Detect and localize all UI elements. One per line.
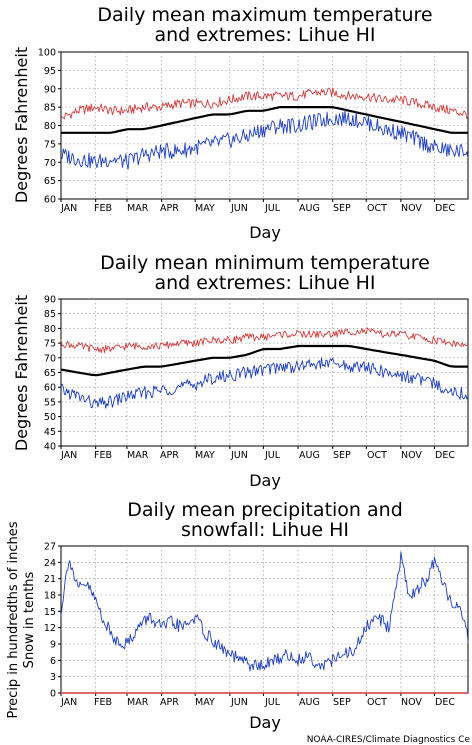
x-tick-label: DEC <box>435 203 455 214</box>
panel1-title-line2: and extremes: Lihue HI <box>154 24 375 46</box>
panel3-title-line1: Daily mean precipitation and <box>127 499 403 521</box>
y-tick-label: 90 <box>44 295 56 306</box>
x-tick-label: FEB <box>94 203 112 214</box>
panel2-xlabel: Day <box>249 471 281 490</box>
x-tick-label: MAR <box>127 697 149 708</box>
x-tick-label: JAN <box>60 697 77 708</box>
x-tick-label: JAN <box>60 203 77 214</box>
panel-max-temperature: Daily mean maximum temperature and extre… <box>12 4 469 242</box>
y-tick-label: 85 <box>44 309 56 320</box>
panel1-ylabel: Degrees Fahrenheit <box>12 47 31 203</box>
credit-text: NOAA-CIRES/Climate Diagnostics Ce <box>307 735 471 745</box>
x-tick-label: AUG <box>299 203 320 214</box>
x-tick-label: JUN <box>230 697 248 708</box>
x-tick-label: JAN <box>60 450 77 461</box>
y-tick-label: 15 <box>44 607 56 618</box>
y-tick-label: 80 <box>44 324 56 335</box>
x-tick-label: AUG <box>299 450 320 461</box>
panel1-plot-area: 60 65 70 75 80 85 90 95 100 JAN FEB MAR APR MAY JUN JUL… <box>38 48 469 214</box>
series-line-precip <box>60 551 469 672</box>
x-tick-label: APR <box>160 203 179 214</box>
y-tick-label: 65 <box>44 368 56 379</box>
y-tick-label: 60 <box>44 383 56 394</box>
panel2-plot-area: 40 45 50 55 60 65 70 75 80 85 90 JAN FEB MAR APR MAY JUN… <box>44 295 469 461</box>
x-tick-label: FEB <box>94 450 112 461</box>
x-tick-label: OCT <box>367 450 387 461</box>
panel2-title-line1: Daily mean minimum temperature <box>100 252 430 274</box>
y-tick-label: 80 <box>44 121 56 132</box>
x-tick-label: JUN <box>230 203 248 214</box>
x-tick-label: JUL <box>264 203 281 214</box>
panel-precipitation: Daily mean precipitation and snowfall: L… <box>6 499 469 732</box>
y-tick-label: 9 <box>50 640 56 651</box>
panel3-xlabel: Day <box>249 713 281 732</box>
x-tick-label: JUL <box>264 450 281 461</box>
series-line-low <box>60 109 469 170</box>
y-tick-label: 27 <box>44 542 56 553</box>
y-tick-label: 0 <box>50 689 56 700</box>
x-tick-label: AUG <box>299 697 320 708</box>
x-tick-label: OCT <box>367 697 387 708</box>
x-tick-label: NOV <box>401 450 422 461</box>
panel1-title-line1: Daily mean maximum temperature <box>97 4 432 26</box>
x-tick-label: JUN <box>230 450 248 461</box>
y-tick-label: 60 <box>44 195 56 206</box>
y-tick-label: 100 <box>38 48 56 59</box>
y-tick-label: 3 <box>50 672 56 683</box>
y-tick-label: 95 <box>44 66 56 77</box>
panel3-plot-area: 0 3 6 9 12 15 18 21 24 27 JAN FEB MAR APR MAY JUN JUL AUG… <box>44 542 469 708</box>
panel3-ylabel-line1: Precip in hundredths of inches <box>6 521 21 718</box>
y-tick-label: 70 <box>44 353 56 364</box>
x-tick-label: SEP <box>333 450 351 461</box>
x-tick-label: JUL <box>264 697 281 708</box>
x-tick-label: SEP <box>333 697 351 708</box>
y-tick-label: 75 <box>44 339 56 350</box>
x-tick-label: SEP <box>333 203 351 214</box>
panel2-title-line2: and extremes: Lihue HI <box>154 272 375 294</box>
x-tick-label: MAY <box>195 450 215 461</box>
y-tick-label: 55 <box>44 397 56 408</box>
panel1-xlabel: Day <box>249 223 281 242</box>
x-tick-label: DEC <box>435 450 455 461</box>
x-tick-label: MAY <box>195 203 215 214</box>
y-tick-label: 24 <box>44 558 56 569</box>
x-tick-label: APR <box>160 697 179 708</box>
x-tick-label: MAY <box>195 697 215 708</box>
series-line-mean <box>60 344 468 377</box>
x-tick-label: MAR <box>127 450 149 461</box>
y-tick-label: 45 <box>44 427 56 438</box>
x-tick-label: DEC <box>435 697 455 708</box>
x-tick-label: APR <box>160 450 179 461</box>
x-tick-label: NOV <box>401 697 422 708</box>
x-tick-label: FEB <box>94 697 112 708</box>
panel2-ylabel: Degrees Fahrenheit <box>12 295 31 451</box>
x-tick-label: MAR <box>127 203 149 214</box>
y-tick-label: 18 <box>44 591 56 602</box>
y-tick-label: 40 <box>44 442 56 453</box>
y-tick-label: 75 <box>44 139 56 150</box>
y-tick-label: 85 <box>44 103 56 114</box>
series-line-high <box>60 87 469 120</box>
x-tick-label: NOV <box>401 203 422 214</box>
y-tick-label: 65 <box>44 176 56 187</box>
y-tick-label: 70 <box>44 158 56 169</box>
panel3-title-line2: snowfall: Lihue HI <box>181 519 349 541</box>
x-tick-label: OCT <box>367 203 387 214</box>
panel-min-temperature: Daily mean minimum temperature and extre… <box>12 252 469 490</box>
plot-frame <box>60 545 469 694</box>
y-tick-label: 12 <box>44 623 56 634</box>
series-line-high <box>60 327 469 354</box>
y-tick-label: 21 <box>44 574 56 585</box>
series-line-low <box>60 357 469 409</box>
y-tick-label: 90 <box>44 84 56 95</box>
panel3-ylabel-line2: Snow in tenths <box>22 571 37 668</box>
series-line-mean <box>61 105 468 134</box>
y-tick-label: 50 <box>44 412 56 423</box>
y-tick-label: 6 <box>50 656 56 667</box>
